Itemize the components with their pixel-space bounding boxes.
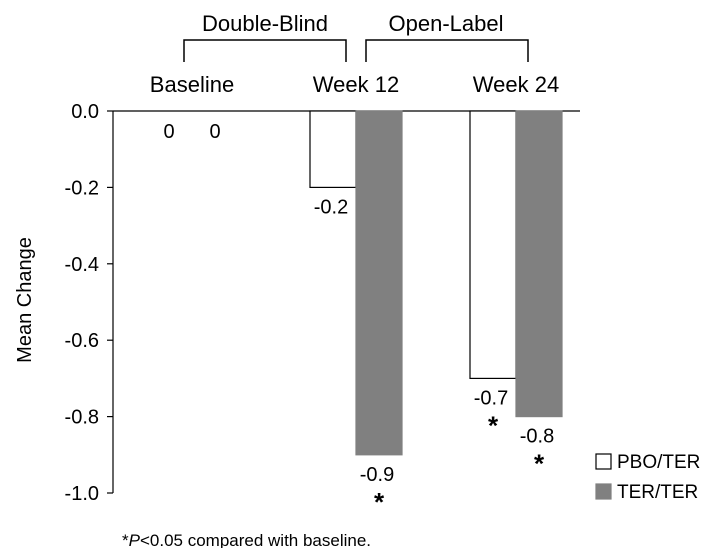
phase-bracket (365, 39, 529, 62)
bar-pbo-ter-week-24 (469, 110, 517, 379)
y-tick-label: -0.4 (65, 254, 99, 276)
y-tick-label: -0.6 (65, 330, 99, 352)
data-label: -0.8 (520, 426, 554, 448)
category-label: Baseline (150, 72, 234, 97)
footnote: *P<0.05 compared with baseline. (122, 531, 371, 548)
y-axis: 0.0 -0.2 -0.4 -0.6 -0.8 -1.0 (65, 101, 580, 505)
footnote-text: <0.05 compared with baseline. (140, 531, 371, 548)
phase-label: Open-Label (389, 11, 504, 36)
y-tick-label: -0.2 (65, 177, 99, 199)
category-labels: Baseline Week 12 Week 24 (150, 72, 559, 97)
y-tick-label: -0.8 (65, 407, 99, 429)
bars (309, 110, 563, 456)
legend: PBO/TER TER/TER (595, 452, 700, 503)
bar-ter-ter-week-12 (355, 110, 403, 456)
phase-brackets: Double-Blind Open-Label (183, 11, 529, 62)
data-label: -0.2 (314, 196, 348, 218)
significance-star: * (488, 410, 499, 440)
legend-label: PBO/TER (617, 452, 700, 473)
category-label: Week 24 (473, 72, 559, 97)
y-tick-label: 0.0 (71, 101, 99, 123)
data-labels: 0 0-0.2-0.9*-0.7* -0.8* (163, 121, 554, 517)
phase-bracket (183, 39, 347, 62)
y-tick-label: -1.0 (65, 483, 99, 505)
legend-swatch (595, 483, 612, 500)
significance-star: * (374, 487, 385, 517)
y-axis-title: Mean Change (14, 237, 36, 363)
category-label: Week 12 (313, 72, 399, 97)
data-label: 0 (209, 121, 220, 143)
bar-pbo-ter-week-12 (309, 110, 357, 189)
footnote-p: P (129, 531, 141, 548)
bar-ter-ter-week-24 (515, 110, 563, 418)
data-label: -0.7 (474, 387, 508, 409)
data-label: 0 (163, 121, 174, 143)
legend-label: TER/TER (617, 482, 698, 503)
footnote-star: * (122, 531, 129, 548)
legend-swatch (595, 453, 612, 470)
significance-star: * (534, 449, 545, 479)
phase-label: Double-Blind (202, 11, 328, 36)
data-label: -0.9 (360, 464, 394, 486)
